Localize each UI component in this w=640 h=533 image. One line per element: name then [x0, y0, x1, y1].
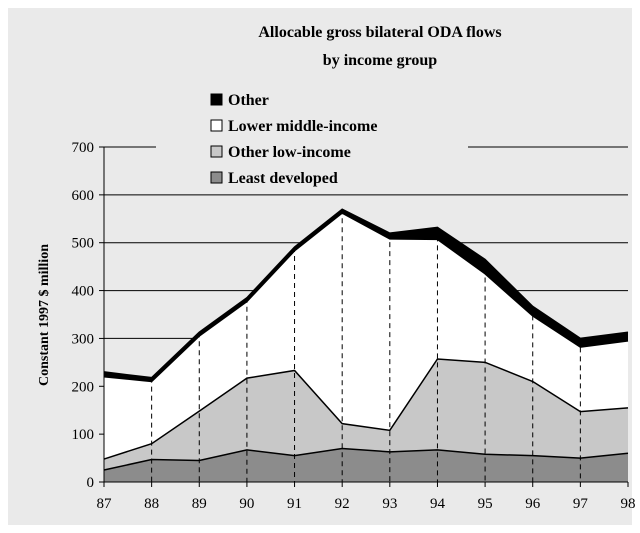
- series-boundaries: [103, 208, 629, 471]
- y-axis-ticks: 0 100 200 300 400 500 600 700: [72, 140, 104, 491]
- x-tick-label: 94: [430, 496, 446, 512]
- legend-swatch-lower-middle-income: [210, 119, 223, 132]
- y-tick-label: 600: [72, 188, 95, 204]
- x-tick-label: 89: [192, 496, 207, 512]
- x-tick-label: 98: [621, 496, 636, 512]
- legend-swatch-other: [210, 93, 223, 106]
- series-boundary-line: [103, 447, 629, 471]
- x-tick-label: 92: [335, 496, 350, 512]
- x-tick-label: 95: [478, 496, 493, 512]
- y-tick-label: 100: [72, 427, 95, 443]
- y-tick-label: 200: [72, 379, 95, 395]
- x-tick-label: 91: [287, 496, 302, 512]
- x-tick-label: 93: [382, 496, 397, 512]
- y-tick-label: 0: [87, 475, 95, 491]
- series-boundary-line: [103, 212, 629, 383]
- legend-label-other-low-income: Other low-income: [228, 144, 351, 161]
- legend: Other Lower middle-income Other low-income…: [210, 92, 377, 187]
- y-tick-label: 400: [72, 284, 95, 300]
- x-axis-ticks: 87 88 89 90 91 92 93 94 95 96 97 98: [97, 482, 636, 512]
- y-tick-label: 700: [72, 140, 95, 156]
- x-tick-label: 90: [239, 496, 254, 512]
- y-tick-label: 300: [72, 331, 95, 347]
- chart-title-line-1: Allocable gross bilateral ODA flows: [258, 24, 501, 41]
- x-tick-label: 96: [525, 496, 541, 512]
- legend-label-other: Other: [228, 92, 269, 109]
- area-lower-middle-income: [104, 213, 628, 460]
- area-least-developed: [104, 448, 628, 482]
- legend-label-lower-middle-income: Lower middle-income: [228, 118, 377, 135]
- area-series-group: [104, 209, 628, 482]
- chart-title-line-2: by income group: [323, 52, 437, 69]
- y-axis-label: Constant 1997 $ million: [37, 244, 52, 386]
- x-tick-label: 97: [573, 496, 589, 512]
- series-boundary-line: [103, 358, 629, 460]
- legend-swatch-least-developed: [210, 171, 223, 184]
- x-tick-label: 88: [144, 496, 159, 512]
- legend-swatch-other-low-income: [210, 145, 223, 158]
- legend-label-least-developed: Least developed: [228, 170, 338, 187]
- y-tick-label: 500: [72, 236, 95, 252]
- x-tick-label: 87: [97, 496, 113, 512]
- series-boundary-line: [103, 208, 629, 379]
